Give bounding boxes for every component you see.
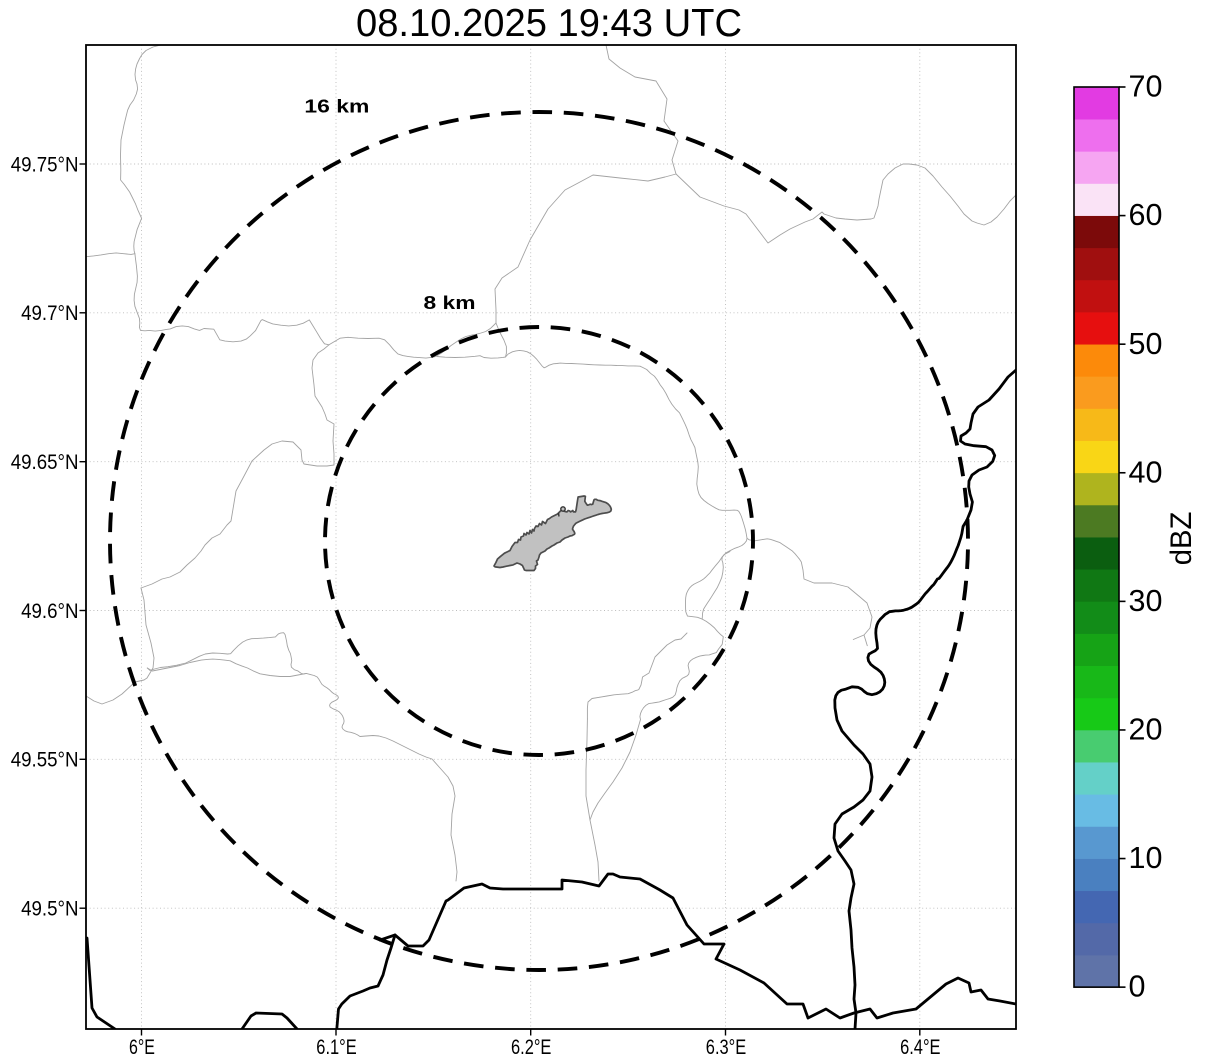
svg-text:08.10.2025 19:43 UTC: 08.10.2025 19:43 UTC xyxy=(356,2,742,45)
svg-text:20: 20 xyxy=(1129,713,1163,747)
svg-text:6°E: 6°E xyxy=(129,1036,155,1059)
svg-text:10: 10 xyxy=(1129,841,1163,875)
svg-text:0: 0 xyxy=(1129,970,1146,1004)
svg-text:50: 50 xyxy=(1129,327,1163,361)
svg-text:49.5°N: 49.5°N xyxy=(21,898,78,921)
svg-text:60: 60 xyxy=(1129,198,1163,232)
svg-text:6.1°E: 6.1°E xyxy=(316,1036,356,1059)
svg-text:30: 30 xyxy=(1129,584,1163,618)
svg-text:49.65°N: 49.65°N xyxy=(11,451,79,474)
svg-text:70: 70 xyxy=(1129,70,1163,104)
svg-text:6.3°E: 6.3°E xyxy=(706,1036,746,1059)
svg-text:6.2°E: 6.2°E xyxy=(511,1036,551,1059)
svg-text:8 km: 8 km xyxy=(424,293,476,313)
svg-text:16 km: 16 km xyxy=(304,97,369,117)
svg-text:49.7°N: 49.7°N xyxy=(21,302,78,325)
svg-text:40: 40 xyxy=(1129,455,1163,489)
svg-text:dBZ: dBZ xyxy=(1165,512,1198,566)
svg-text:49.75°N: 49.75°N xyxy=(11,153,79,176)
svg-text:49.6°N: 49.6°N xyxy=(21,600,78,623)
svg-text:49.55°N: 49.55°N xyxy=(11,749,79,772)
svg-text:6.4°E: 6.4°E xyxy=(900,1036,940,1059)
